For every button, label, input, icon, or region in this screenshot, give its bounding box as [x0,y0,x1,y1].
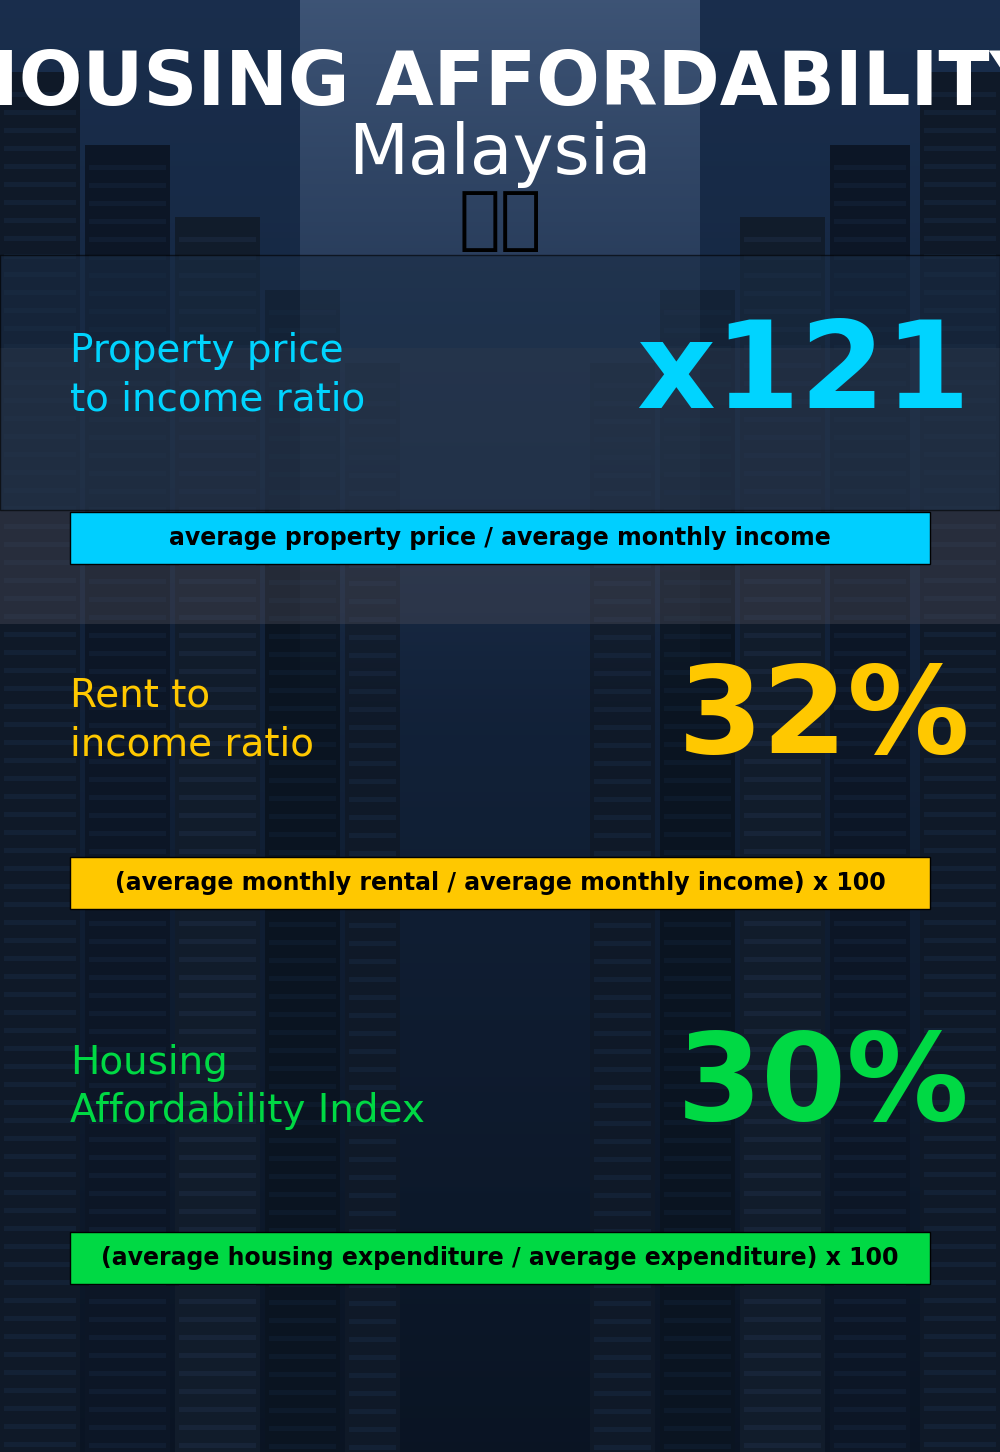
Text: 32%: 32% [677,661,970,778]
Text: Malaysia: Malaysia [348,122,652,189]
FancyBboxPatch shape [0,256,1000,510]
FancyBboxPatch shape [70,513,930,563]
FancyBboxPatch shape [70,1231,930,1284]
Text: 🇲🇾: 🇲🇾 [458,186,542,254]
Text: Rent to
income ratio: Rent to income ratio [70,677,314,764]
Text: 30%: 30% [677,1028,970,1146]
Text: (average monthly rental / average monthly income) x 100: (average monthly rental / average monthl… [115,871,885,894]
Text: Property price
to income ratio: Property price to income ratio [70,331,365,418]
Text: x121: x121 [636,317,970,433]
Text: average property price / average monthly income: average property price / average monthly… [169,526,831,550]
FancyBboxPatch shape [70,857,930,909]
Text: HOUSING AFFORDABILITY: HOUSING AFFORDABILITY [0,48,1000,122]
Text: (average housing expenditure / average expenditure) x 100: (average housing expenditure / average e… [101,1246,899,1270]
Text: Housing
Affordability Index: Housing Affordability Index [70,1044,425,1130]
